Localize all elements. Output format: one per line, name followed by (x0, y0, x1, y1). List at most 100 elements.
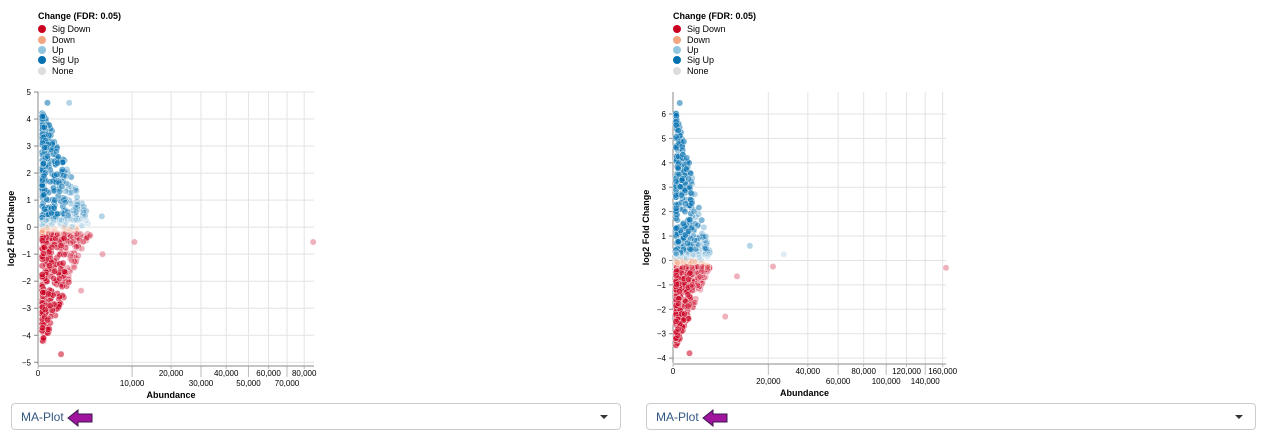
data-point[interactable] (685, 275, 693, 283)
data-point[interactable] (695, 241, 702, 249)
data-point[interactable] (689, 283, 697, 291)
data-point[interactable] (679, 264, 686, 271)
data-point[interactable] (684, 291, 692, 299)
data-point[interactable] (70, 264, 78, 271)
legend-item[interactable]: Sig Up (673, 55, 756, 65)
data-point[interactable] (674, 325, 682, 333)
data-point[interactable] (942, 264, 950, 272)
data-point[interactable] (80, 206, 87, 214)
data-point[interactable] (54, 210, 62, 218)
data-point[interactable] (780, 250, 788, 258)
data-point[interactable] (41, 144, 49, 151)
data-point[interactable] (131, 238, 138, 246)
data-point[interactable] (69, 223, 76, 231)
data-point[interactable] (673, 281, 681, 288)
data-point[interactable] (672, 177, 680, 185)
data-point[interactable] (733, 272, 741, 280)
data-point[interactable] (56, 230, 63, 237)
data-point[interactable] (40, 205, 48, 213)
plot-type-dropdown[interactable]: MA-Plot (646, 403, 1256, 430)
data-point[interactable] (99, 250, 106, 258)
data-point[interactable] (65, 99, 73, 107)
data-point[interactable] (69, 238, 77, 246)
data-point[interactable] (685, 175, 693, 183)
data-point[interactable] (58, 166, 66, 173)
data-point[interactable] (695, 204, 703, 211)
data-point[interactable] (680, 316, 687, 324)
data-point[interactable] (67, 173, 75, 181)
data-point[interactable] (67, 252, 74, 260)
data-point[interactable] (691, 237, 698, 244)
data-point[interactable] (61, 199, 69, 206)
legend-item[interactable]: Sig Down (38, 24, 121, 34)
legend-item[interactable]: None (38, 66, 121, 76)
data-point[interactable] (74, 252, 82, 259)
data-point[interactable] (82, 216, 90, 224)
data-point[interactable] (698, 216, 706, 224)
data-point[interactable] (72, 216, 80, 224)
data-point[interactable] (62, 173, 70, 180)
data-point[interactable] (77, 287, 85, 295)
data-point[interactable] (674, 164, 682, 172)
data-point[interactable] (40, 334, 47, 342)
data-point[interactable] (40, 249, 48, 257)
plot-type-dropdown[interactable]: MA-Plot (11, 403, 621, 430)
data-point[interactable] (704, 262, 711, 270)
data-point[interactable] (672, 204, 680, 212)
data-point[interactable] (680, 138, 688, 145)
data-point[interactable] (72, 258, 80, 266)
data-point[interactable] (60, 224, 68, 232)
data-point[interactable] (48, 221, 56, 228)
data-point[interactable] (49, 219, 57, 226)
data-point[interactable] (57, 242, 65, 250)
data-point[interactable] (687, 189, 695, 197)
data-point[interactable] (61, 268, 68, 276)
data-point[interactable] (686, 349, 693, 357)
data-point[interactable] (66, 189, 73, 197)
data-point[interactable] (676, 99, 684, 107)
data-point[interactable] (38, 262, 46, 270)
data-point[interactable] (703, 253, 711, 261)
data-point[interactable] (77, 230, 85, 238)
data-point[interactable] (39, 289, 47, 297)
data-point[interactable] (700, 233, 708, 241)
data-point[interactable] (40, 191, 48, 199)
data-point[interactable] (60, 234, 68, 242)
data-point[interactable] (684, 239, 692, 247)
data-point[interactable] (672, 225, 680, 232)
legend-item[interactable]: Up (38, 45, 121, 55)
data-point[interactable] (38, 228, 46, 236)
data-point[interactable] (694, 222, 701, 230)
data-point[interactable] (46, 178, 54, 186)
data-point[interactable] (53, 170, 61, 178)
data-point[interactable] (688, 281, 696, 289)
data-point[interactable] (672, 317, 680, 325)
data-point[interactable] (672, 133, 680, 141)
data-point[interactable] (40, 243, 48, 251)
chevron-down-icon[interactable] (1235, 415, 1243, 419)
data-point[interactable] (45, 290, 52, 298)
data-point[interactable] (48, 230, 56, 238)
data-point[interactable] (38, 324, 46, 332)
legend-item[interactable]: None (673, 66, 756, 76)
data-point[interactable] (693, 237, 701, 245)
data-point[interactable] (39, 237, 46, 244)
data-point[interactable] (56, 275, 63, 282)
data-point[interactable] (82, 207, 90, 215)
data-point[interactable] (690, 208, 698, 215)
data-point[interactable] (676, 288, 683, 295)
data-point[interactable] (679, 219, 687, 227)
data-point[interactable] (691, 220, 699, 228)
data-point[interactable] (702, 233, 710, 240)
data-point[interactable] (672, 272, 680, 279)
data-point[interactable] (686, 183, 693, 191)
data-point[interactable] (62, 250, 70, 258)
data-point[interactable] (40, 124, 48, 131)
data-point[interactable] (746, 242, 754, 250)
data-point[interactable] (79, 238, 87, 246)
data-point[interactable] (46, 302, 54, 310)
data-point[interactable] (72, 208, 80, 216)
data-point[interactable] (44, 326, 52, 333)
data-point[interactable] (691, 299, 699, 306)
data-point[interactable] (38, 216, 46, 224)
